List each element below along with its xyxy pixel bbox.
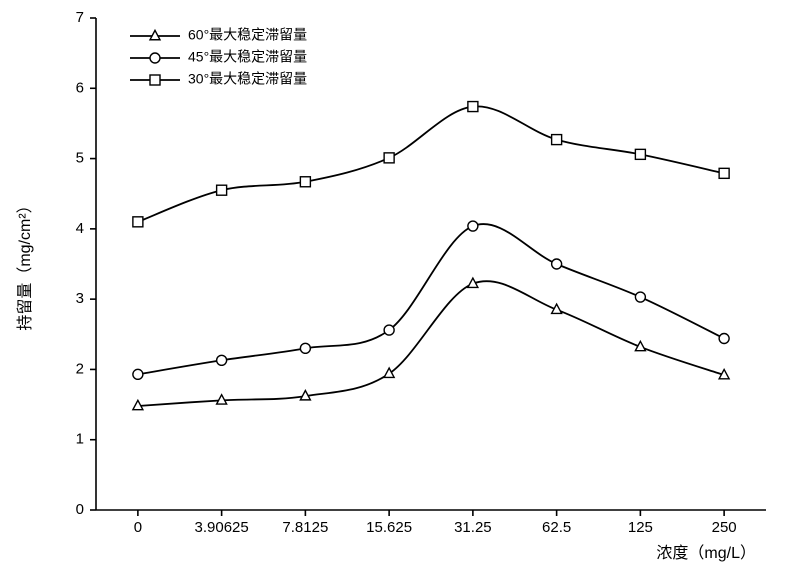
x-tick-label: 250 — [712, 519, 737, 536]
x-tick-label: 15.625 — [366, 519, 412, 536]
legend-marker-1 — [150, 53, 160, 63]
legend-label-0: 60°最大稳定滞留量 — [188, 27, 307, 43]
x-tick-label: 0 — [134, 519, 142, 536]
x-tick-label: 7.8125 — [282, 519, 328, 536]
y-tick-label: 2 — [76, 360, 84, 377]
x-tick-label: 31.25 — [454, 519, 492, 536]
y-tick-label: 7 — [76, 9, 84, 26]
x-tick-label: 125 — [628, 519, 653, 536]
y-axis-label: 持留量（mg/cm²） — [16, 197, 34, 330]
legend-label-1: 45°最大稳定滞留量 — [188, 49, 307, 65]
y-tick-label: 0 — [76, 501, 84, 518]
legend-marker-2 — [150, 75, 160, 85]
y-tick-label: 6 — [76, 79, 84, 96]
legend-label-2: 30°最大稳定滞留量 — [188, 71, 307, 87]
x-tick-label: 62.5 — [542, 519, 571, 536]
x-tick-label: 3.90625 — [195, 519, 249, 536]
y-tick-label: 3 — [76, 290, 84, 307]
y-tick-label: 4 — [76, 220, 84, 237]
retention-chart: 0 1 2 3 4 5 6 7 0 3.90625 7.8125 15.625 31.25 62.5 125… — [0, 0, 800, 578]
x-axis-label: 浓度（mg/L） — [656, 544, 756, 562]
y-tick-label: 5 — [76, 150, 84, 167]
y-tick-label: 1 — [76, 431, 84, 448]
